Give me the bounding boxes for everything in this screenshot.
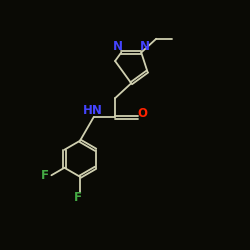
Text: N: N [140,40,149,54]
Text: HN: HN [82,104,102,117]
Text: N: N [113,40,123,54]
Text: F: F [41,169,49,182]
Text: F: F [74,191,82,204]
Text: O: O [138,107,147,120]
